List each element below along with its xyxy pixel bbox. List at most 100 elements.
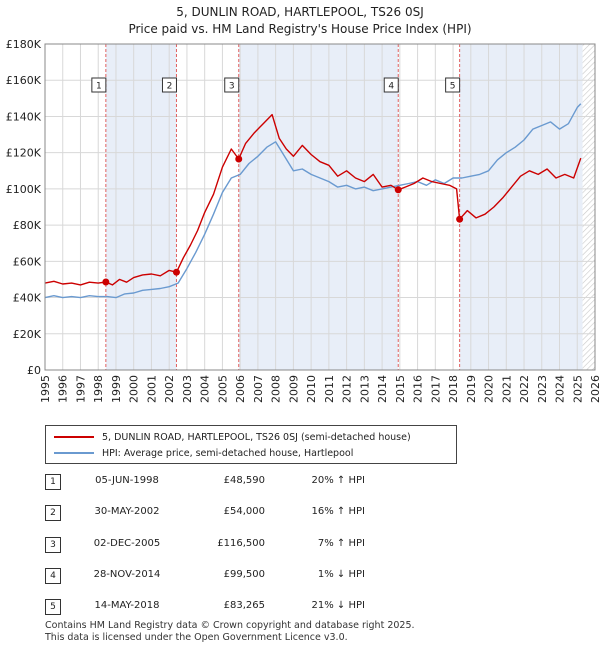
- x-tick-label: 2006: [234, 375, 247, 403]
- x-tick-label: 2007: [252, 375, 265, 403]
- sale-row: 2 30-MAY-2002 £54,000 16% ↑ HPI: [45, 505, 465, 521]
- x-tick-label: 2001: [145, 375, 158, 403]
- x-tick-label: 2016: [412, 375, 425, 403]
- y-tick-label: £160K: [6, 74, 42, 87]
- x-tick-label: 2002: [163, 375, 176, 403]
- x-tick-label: 2012: [341, 375, 354, 403]
- y-tick-label: £40K: [13, 292, 42, 305]
- legend-item-hpi: HPI: Average price, semi-detached house,…: [54, 446, 353, 460]
- x-tick-label: 2004: [199, 375, 212, 403]
- x-tick-label: 2000: [128, 375, 141, 403]
- sale-hpi-change: 20% ↑ HPI: [311, 475, 365, 486]
- y-tick-label: £60K: [13, 255, 42, 268]
- x-tick-label: 2013: [358, 375, 371, 403]
- sale-row: 3 02-DEC-2005 £116,500 7% ↑ HPI: [45, 537, 465, 553]
- x-tick-label: 2015: [394, 375, 407, 403]
- forecast-hatch-region: [582, 44, 595, 370]
- x-tick-label: 1996: [57, 375, 70, 403]
- y-tick-label: £0: [27, 364, 41, 377]
- sale-price: £48,590: [223, 475, 265, 486]
- y-tick-label: £120K: [6, 147, 42, 160]
- price-chart: 1 2 3 4 5 £0 £20K £40K £60K £80K £100K £120K £140K £1…: [6, 38, 600, 403]
- x-tick-label: 2010: [305, 375, 318, 403]
- legend-swatch-property: [54, 436, 94, 438]
- sale-label-number: 1: [96, 82, 102, 92]
- sale-date: 02-DEC-2005: [93, 538, 161, 549]
- x-tick-label: 2008: [270, 375, 283, 403]
- sale-row: 5 14-MAY-2018 £83,265 21% ↓ HPI: [45, 599, 465, 615]
- sale-date: 28-NOV-2014: [93, 569, 161, 580]
- ownership-period-band: [459, 44, 583, 370]
- sale-price: £83,265: [223, 600, 265, 611]
- x-tick-label: 2009: [287, 375, 300, 403]
- sale-date: 30-MAY-2002: [94, 506, 160, 517]
- ownership-period-band: [238, 44, 399, 370]
- x-tick-label: 1995: [39, 375, 52, 403]
- sale-price: £99,500: [223, 569, 265, 580]
- series-line-property: [44, 113, 582, 286]
- series-line-hpi: [44, 103, 582, 299]
- x-tick-label: 2014: [376, 375, 389, 403]
- legend-label-property: 5, DUNLIN ROAD, HARTLEPOOL, TS26 0SJ (se…: [102, 431, 411, 443]
- sale-label-box: [161, 77, 177, 93]
- sale-label-box: [91, 77, 107, 93]
- x-tick-label: 2018: [447, 375, 460, 403]
- x-tick-label: 2017: [429, 375, 442, 403]
- footer-line: This data is licensed under the Open Gov…: [45, 632, 348, 643]
- chart-title: 5, DUNLIN ROAD, HARTLEPOOL, TS26 0SJ: [176, 5, 424, 19]
- x-tick-label: 2024: [554, 375, 567, 403]
- sale-number-badge: 5: [45, 599, 61, 615]
- y-tick-label: £100K: [6, 183, 42, 196]
- x-tick-label: 1997: [74, 375, 87, 403]
- sale-date: 05-JUN-1998: [95, 475, 159, 486]
- y-tick-label: £20K: [13, 328, 42, 341]
- chart-subtitle: Price paid vs. HM Land Registry's House …: [128, 22, 472, 36]
- sale-label-number: 5: [450, 82, 456, 92]
- sale-label-box: [445, 77, 461, 93]
- sale-point: [102, 278, 110, 286]
- x-tick-label: 2025: [571, 375, 584, 403]
- sale-point: [172, 268, 180, 276]
- chart-legend: 5, DUNLIN ROAD, HARTLEPOOL, TS26 0SJ (se…: [45, 425, 457, 464]
- x-tick-label: 1998: [92, 375, 105, 403]
- sale-hpi-change: 16% ↑ HPI: [311, 506, 365, 517]
- sale-number-badge: 3: [45, 537, 61, 553]
- sale-number-badge: 1: [45, 474, 61, 490]
- x-tick-label: 2003: [181, 375, 194, 403]
- y-tick-label: £180K: [6, 38, 42, 51]
- sale-hpi-change: 1% ↓ HPI: [317, 569, 365, 580]
- legend-swatch-hpi: [54, 452, 94, 454]
- footer-line: Contains HM Land Registry data © Crown c…: [45, 620, 415, 631]
- y-tick-label: £80K: [13, 219, 42, 232]
- sale-row: 1 05-JUN-1998 £48,590 20% ↑ HPI: [45, 474, 465, 490]
- sale-number-badge: 4: [45, 568, 61, 584]
- sale-number-badge: 2: [45, 505, 61, 521]
- sale-row: 4 28-NOV-2014 £99,500 1% ↓ HPI: [45, 568, 465, 584]
- x-tick-label: 2020: [483, 375, 496, 403]
- sale-price: £116,500: [217, 538, 265, 549]
- footer-attribution: Contains HM Land Registry data © Crown c…: [45, 620, 415, 644]
- sale-hpi-change: 7% ↑ HPI: [317, 538, 365, 549]
- x-tick-label: 1999: [110, 375, 123, 403]
- plot-frame: [44, 43, 596, 371]
- sale-point: [394, 186, 402, 194]
- x-tick-label: 2011: [323, 375, 336, 403]
- sale-date: 14-MAY-2018: [94, 600, 160, 611]
- ownership-period-band: [105, 44, 177, 370]
- sale-point: [235, 155, 243, 163]
- sale-label-number: 4: [388, 82, 394, 92]
- sale-point: [456, 215, 464, 223]
- x-tick-label: 2019: [465, 375, 478, 403]
- x-tick-label: 2021: [500, 375, 513, 403]
- x-tick-label: 2005: [216, 375, 229, 403]
- x-tick-label: 2026: [589, 375, 600, 403]
- sale-hpi-change: 21% ↓ HPI: [311, 600, 365, 611]
- x-tick-label: 2023: [536, 375, 549, 403]
- legend-label-hpi: HPI: Average price, semi-detached house,…: [102, 447, 354, 459]
- sale-label-box: [383, 77, 399, 93]
- sale-label-number: 3: [229, 82, 235, 92]
- sale-label-number: 2: [167, 82, 173, 92]
- sale-price: £54,000: [223, 506, 265, 517]
- x-tick-label: 2022: [518, 375, 531, 403]
- y-tick-label: £140K: [6, 110, 42, 123]
